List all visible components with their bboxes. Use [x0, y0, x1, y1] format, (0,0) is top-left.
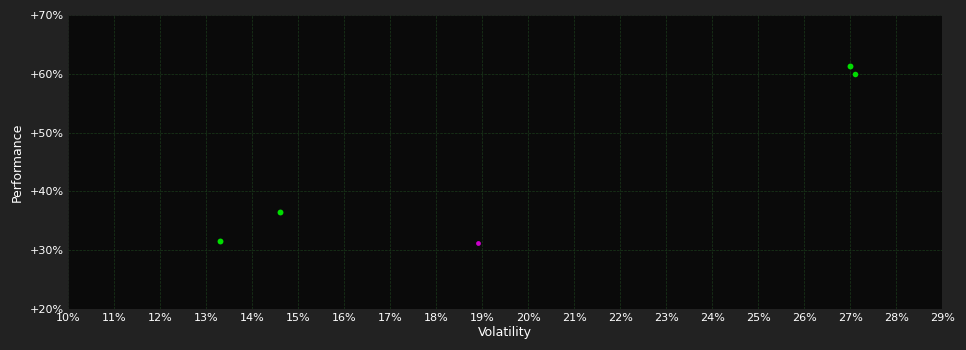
Point: [842, 63, 858, 69]
Point: [272, 209, 288, 215]
Y-axis label: Performance: Performance: [12, 122, 24, 202]
Point: [469, 240, 485, 246]
Point: [847, 71, 863, 77]
X-axis label: Volatility: Volatility: [478, 326, 532, 339]
Point: [213, 239, 228, 244]
